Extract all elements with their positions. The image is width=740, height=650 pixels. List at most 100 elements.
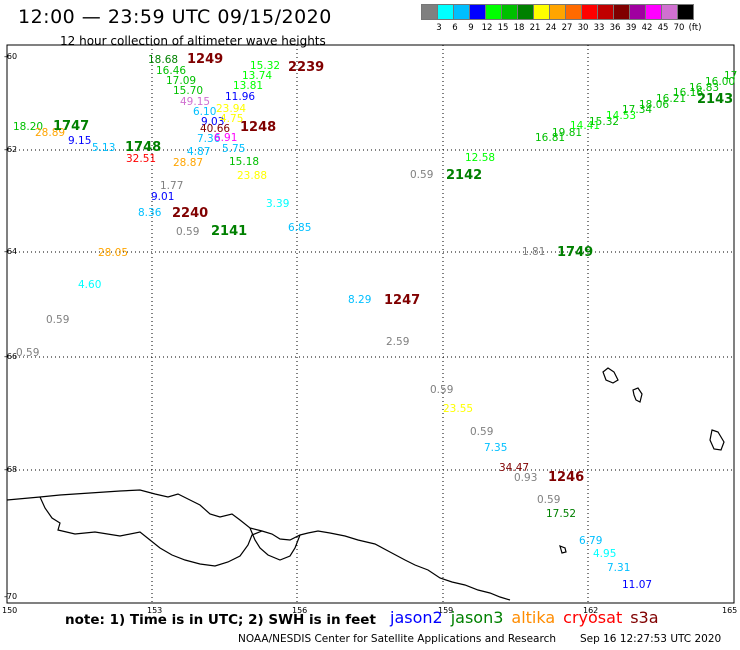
wave-height-value: 4.95 [593,548,617,560]
generated-timestamp: Sep 16 12:27:53 UTC 2020 [580,633,722,645]
legend-label: 36 [609,23,621,33]
legend-label: 27 [561,23,573,33]
wave-height-value: 17.52 [546,508,577,520]
satellite-name-s3a: s3a [630,608,659,627]
wave-height-value: 23.88 [237,170,268,182]
wave-height-value: 18.68 [148,54,179,66]
wave-height-value: 0.59 [46,314,70,326]
wave-height-value: 17 [724,70,738,82]
wave-height-value: 16.16 [673,87,704,99]
legend-swatch [645,4,662,20]
wave-height-value: 6.10 [193,106,217,118]
wave-height-value: 15.18 [229,156,260,168]
lon-label: 150 [2,606,18,615]
wave-height-value: 16.46 [156,65,187,77]
wave-height-value: 2.59 [386,336,410,348]
wave-height-value: 0.59 [470,426,494,438]
legend-swatch [469,4,486,20]
lat-label: -66 [4,352,18,361]
wave-height-value: 16.83 [689,82,720,94]
map-title: 12:00 — 23:59 UTC 09/15/2020 [18,6,332,28]
footnote: note: 1) Time is in UTC; 2) SWH is in fe… [65,612,376,628]
wave-height-value: 0.59 [537,494,561,506]
wave-height-value: 19.81 [552,127,583,139]
wave-height-value: 13.74 [242,70,273,82]
lon-label: 165 [722,606,738,615]
legend-swatch [517,4,534,20]
legend-swatch [533,4,550,20]
coast-segment [249,527,301,561]
lat-label: -70 [4,592,18,601]
wave-height-value: 4.87 [187,146,211,158]
pass-time-label: 1246 [548,470,585,485]
wave-height-value: 14.41 [570,120,601,132]
wave-height-value: 0.59 [16,347,40,359]
legend-swatch [677,4,694,20]
legend-label: 39 [625,23,637,33]
wave-height-value: 14.53 [606,110,637,122]
legend-label: 21 [529,23,541,33]
wave-height-value: 16.81 [535,132,566,144]
island-1 [602,367,619,384]
pass-time-label: 2240 [172,206,209,221]
wave-height-value: 40.66 [200,123,231,135]
map-frame [6,44,735,604]
wave-height-value: 15.32 [589,116,620,128]
legend-swatch [421,4,438,20]
wave-height-value: 23.94 [216,103,247,115]
wave-height-value: 28.87 [173,157,204,169]
wave-height-value: 4.75 [220,113,244,125]
wave-height-value: 15.70 [173,85,204,97]
ice-shelf-inlet [39,496,263,567]
wave-height-value: 3.39 [266,198,290,210]
wave-height-value: 17.34 [622,104,653,116]
legend-label: 9 [468,23,474,33]
legend-label: 24 [545,23,557,33]
island-2 [632,387,643,403]
wave-height-value: 5.13 [92,142,116,154]
legend-swatch [629,4,646,20]
island-4 [559,544,567,554]
wave-height-value: 1.77 [160,180,184,192]
wave-height-value: 18.20 [13,121,44,133]
wave-height-value: 7.36 [197,133,221,145]
legend-swatch [661,4,678,20]
legend-swatch [613,4,630,20]
wave-height-value: 17.09 [166,75,197,87]
wave-height-value: 12.58 [465,152,496,164]
lat-label: -60 [4,52,18,61]
lat-label: -62 [4,145,18,154]
wave-height-value: 28.05 [98,247,129,259]
legend-swatch [453,4,470,20]
wave-height-value: 9.03 [201,116,225,128]
wave-height-value: 15.32 [250,60,281,72]
wave-height-value: 13.81 [233,80,264,92]
wave-height-value: 11.96 [225,91,256,103]
wave-height-value: 8.29 [348,294,372,306]
legend-label: 33 [593,23,605,33]
map-subtitle: 12 hour collection of altimeter wave hei… [60,34,326,48]
lon-label: 162 [583,606,599,615]
wave-height-value: 7.31 [607,562,631,574]
legend-label: 30 [577,23,589,33]
wave-height-value: 9.01 [151,191,175,203]
legend-label: 45 [657,23,669,33]
wave-height-value: 0.59 [430,384,454,396]
legend-label: 3 [436,23,442,33]
pass-time-label: 1748 [125,140,162,155]
pass-time-label: 1248 [240,120,277,135]
wave-height-value: 4.60 [78,279,102,291]
satellite-name-jason2: jason2 [390,608,443,627]
legend-label: 6 [452,23,458,33]
legend-label: 18 [513,23,525,33]
wave-height-value: 16.21 [656,93,687,105]
satellite-name-cryosat: cryosat [563,608,623,627]
legend-swatch [581,4,598,20]
lat-label: -64 [4,247,18,256]
color-legend-labels: 3 6 9 12 15 18 21 24 27 30 33 36 39 42 45 70 (ft) [421,23,740,35]
antarctic-coastline [6,489,511,601]
satellite-name-altika: altika [511,608,556,627]
wave-height-value: 16.00 [705,76,736,88]
legend-swatch [549,4,566,20]
